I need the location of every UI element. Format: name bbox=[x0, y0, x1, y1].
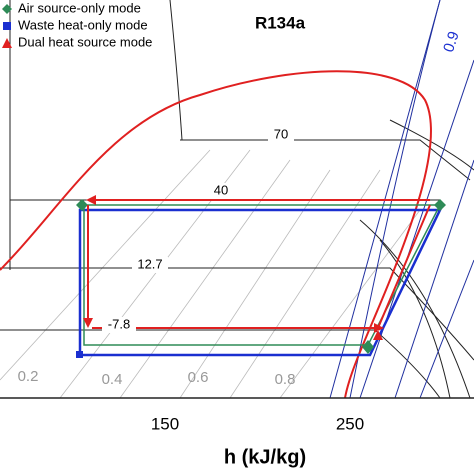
isotherm-label: 40 bbox=[214, 182, 228, 197]
cycle-air-source bbox=[83, 204, 442, 346]
title: R134a bbox=[255, 13, 306, 32]
legend-marker bbox=[2, 4, 12, 14]
quality-label: 0.2 bbox=[18, 368, 39, 385]
legend-marker bbox=[2, 38, 12, 48]
marker bbox=[76, 351, 83, 358]
quality-label: 0.4 bbox=[102, 371, 123, 388]
legend-label: Waste heat-only mode bbox=[18, 17, 148, 32]
label-bg bbox=[268, 126, 294, 142]
isotherm-label: 12.7 bbox=[137, 256, 162, 271]
label-bg bbox=[208, 183, 234, 199]
isotherm-label: 70 bbox=[274, 126, 288, 141]
legend-marker bbox=[3, 22, 11, 30]
isotherm-label: -7.8 bbox=[108, 316, 130, 331]
isotherm-labels: 70 40 12.7 -7.8 bbox=[102, 126, 294, 333]
saturation-dome bbox=[0, 70, 432, 399]
legend-label: Dual heat source mode bbox=[18, 34, 152, 49]
entropy-lines bbox=[0, 149, 421, 399]
x-tick-label: 250 bbox=[336, 414, 364, 433]
legend: Air source-only mode Waste heat-only mod… bbox=[2, 0, 152, 49]
quality-label: 0.6 bbox=[188, 369, 209, 386]
label-bg bbox=[102, 317, 136, 333]
quality-labels: 0.2 0.4 0.6 0.8 0.9 bbox=[18, 29, 463, 388]
cycle-waste-heat bbox=[78, 208, 442, 357]
label-bg bbox=[132, 257, 168, 273]
quality-label: 0.8 bbox=[275, 371, 296, 388]
x-tick-label: 150 bbox=[151, 414, 179, 433]
x-axis-label: h (kJ/kg) bbox=[224, 446, 306, 468]
legend-label: Air source-only mode bbox=[18, 0, 141, 15]
quality-label: 0.9 bbox=[440, 29, 463, 54]
